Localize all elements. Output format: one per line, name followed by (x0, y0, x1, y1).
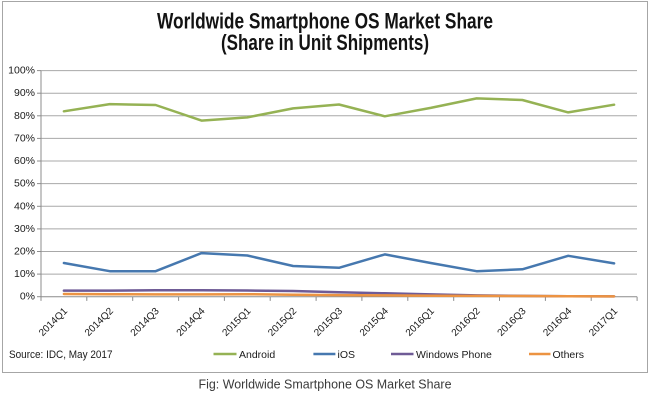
svg-text:100%: 100% (8, 65, 35, 77)
svg-text:Others: Others (553, 349, 585, 361)
svg-text:70%: 70% (14, 132, 35, 144)
svg-text:90%: 90% (14, 87, 35, 99)
svg-text:(Share in Unit Shipments): (Share in Unit Shipments) (221, 30, 429, 55)
svg-text:30%: 30% (14, 223, 35, 235)
svg-text:10%: 10% (14, 268, 35, 280)
svg-text:Android: Android (239, 349, 275, 361)
svg-text:Source: IDC, May 2017: Source: IDC, May 2017 (9, 349, 113, 361)
svg-text:80%: 80% (14, 110, 35, 122)
svg-text:Fig: Worldwide Smartphone OS M: Fig: Worldwide Smartphone OS Market Shar… (199, 377, 452, 392)
svg-text:40%: 40% (14, 200, 35, 212)
svg-text:20%: 20% (14, 246, 35, 258)
svg-text:Worldwide Smartphone OS Market: Worldwide Smartphone OS Market Share (157, 9, 493, 34)
svg-text:iOS: iOS (338, 349, 356, 361)
svg-text:Windows Phone: Windows Phone (416, 349, 492, 361)
svg-text:50%: 50% (14, 178, 35, 190)
svg-text:60%: 60% (14, 155, 35, 167)
svg-text:0%: 0% (20, 291, 35, 303)
